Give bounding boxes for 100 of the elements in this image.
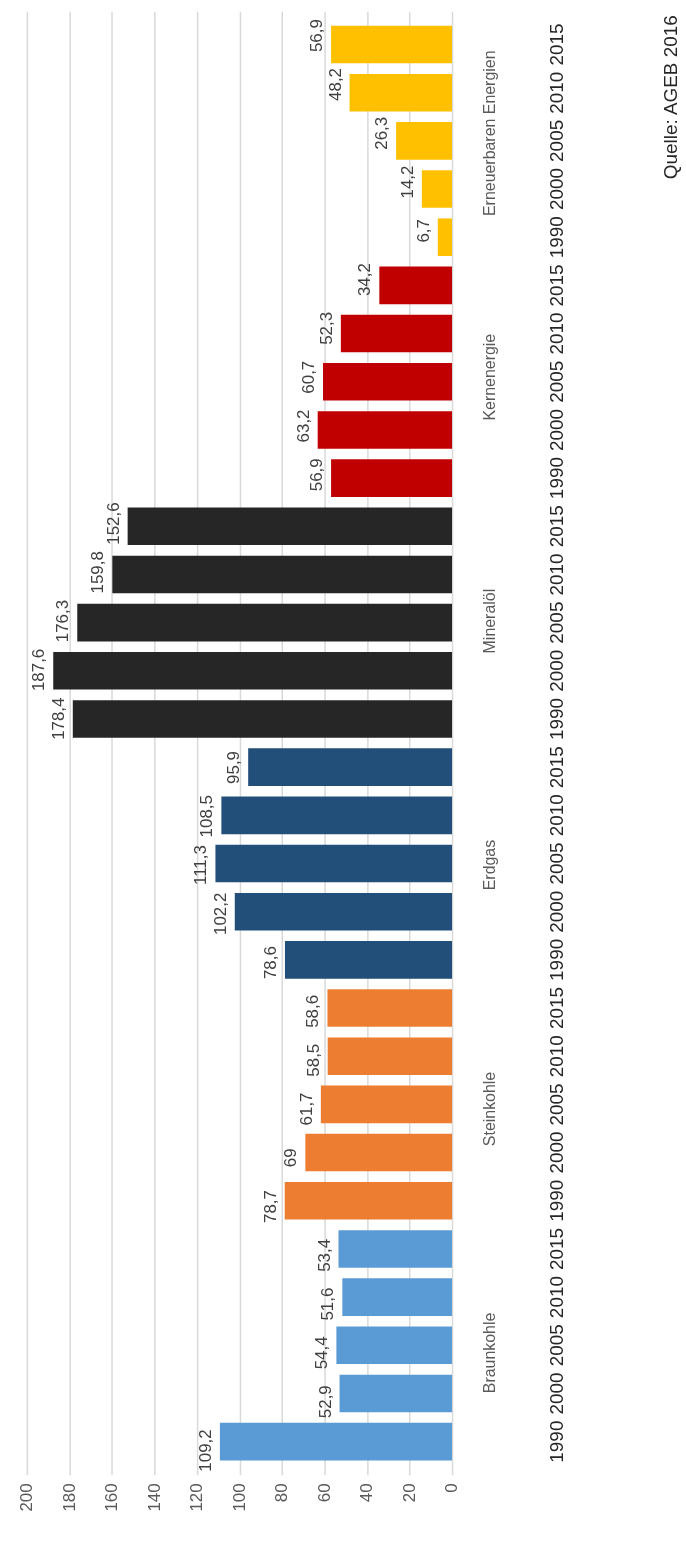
data-label: 58,6 [303, 994, 323, 1028]
bar [379, 266, 453, 305]
y-tick-label: 2010 [546, 794, 568, 837]
data-label: 109,2 [195, 1429, 215, 1472]
bar [322, 362, 453, 401]
data-label: 51,6 [318, 1287, 338, 1321]
data-label: 14,2 [397, 165, 417, 199]
bar [331, 459, 453, 497]
data-label: 108,5 [197, 795, 217, 838]
data-label: 78,7 [260, 1190, 280, 1223]
y-tick-label: 1990 [546, 938, 568, 981]
y-tick-label: 1990 [546, 457, 568, 500]
x-tick-label: 60 [314, 1483, 334, 1503]
data-label: 111,3 [191, 845, 211, 885]
y-tick-label: 2015 [546, 746, 568, 789]
bar [234, 892, 453, 931]
y-tick-label: 2015 [546, 505, 568, 548]
bar [248, 748, 453, 786]
bar [305, 1133, 453, 1172]
bar [327, 1037, 453, 1076]
y-tick-label: 2015 [546, 264, 568, 307]
bar [340, 314, 453, 353]
bar [339, 1374, 453, 1413]
bar [221, 796, 453, 835]
x-tick-label: 180 [59, 1483, 79, 1512]
y-tick-label: 2010 [546, 71, 568, 114]
y-tick-label: 2000 [546, 168, 568, 211]
data-label: 178,4 [48, 697, 68, 740]
bar [421, 170, 453, 208]
bar [331, 25, 453, 64]
data-label: 56,9 [307, 458, 327, 492]
x-tick-label: 100 [229, 1483, 249, 1512]
text: Steinkohle [480, 1071, 498, 1147]
bar [284, 941, 453, 979]
bar [219, 1422, 453, 1461]
data-label: 34,2 [355, 263, 375, 297]
x-tick-label: 80 [272, 1483, 292, 1503]
y-tick-label: 1990 [546, 216, 568, 259]
text: Kernenergie [480, 333, 498, 421]
y-tick-label: 2010 [546, 1035, 568, 1078]
bar [53, 652, 453, 690]
data-label: 152,6 [103, 502, 123, 545]
bar [349, 73, 453, 112]
data-label: 159,8 [88, 551, 108, 594]
y-tick-label: 2010 [546, 1276, 568, 1319]
data-label: 6,7 [413, 219, 433, 243]
x-tick-label: 140 [144, 1483, 164, 1512]
x-tick-label: 40 [357, 1483, 377, 1503]
y-tick-label: 2005 [546, 360, 568, 403]
y-tick-label: 2000 [546, 890, 568, 933]
y-tick-label: 2005 [546, 1083, 568, 1126]
y-tick-label: 1990 [546, 697, 568, 741]
data-label: 95,9 [224, 751, 244, 784]
y-tick-label: 1990 [546, 1420, 568, 1463]
data-label: 56,9 [307, 19, 327, 53]
data-label: 60,7 [299, 360, 319, 394]
y-tick-label: 2010 [546, 553, 568, 596]
x-tick-label: 20 [399, 1483, 419, 1503]
data-label: 102,2 [210, 892, 230, 935]
bar [396, 122, 453, 160]
y-tick-label: 2000 [546, 1372, 568, 1415]
y-tick-label: 2005 [546, 601, 568, 644]
data-label: 78,6 [260, 946, 280, 980]
x-tick-label: 0 [442, 1483, 462, 1493]
data-label: 52,3 [316, 311, 336, 345]
data-label: 63,2 [293, 409, 313, 443]
y-tick-label: 1990 [546, 1179, 568, 1222]
y-tick-label: 2000 [546, 649, 568, 692]
data-label: 69 [281, 1148, 301, 1168]
data-label: 58,5 [303, 1043, 323, 1077]
y-tick-label: 2005 [546, 119, 568, 162]
y-tick-label: 2005 [546, 1324, 568, 1367]
bar [127, 507, 453, 546]
bar [284, 1181, 453, 1220]
x-tick-label: 200 [17, 1483, 37, 1512]
y-tick-label: 2000 [546, 1131, 568, 1174]
source-note: Quelle: AGEB 2016 [660, 15, 682, 180]
y-tick-label: 2015 [546, 23, 568, 66]
y-tick-label: 2015 [546, 987, 568, 1030]
data-label: 187,6 [29, 648, 49, 692]
bar [342, 1278, 453, 1316]
data-label: 26,3 [372, 116, 392, 150]
data-label: 53,4 [314, 1238, 334, 1272]
bar [338, 1230, 453, 1268]
data-label: 52,9 [315, 1385, 335, 1419]
bar [112, 555, 453, 594]
bar [317, 411, 453, 449]
data-label: 176,3 [53, 599, 73, 643]
x-tick-label: 120 [187, 1483, 207, 1512]
bar [437, 218, 453, 257]
data-label: 48,2 [325, 68, 345, 101]
text: Erdgas [480, 839, 498, 891]
bar [327, 989, 453, 1027]
bar [320, 1085, 453, 1124]
bar [336, 1326, 453, 1365]
data-label: 54,4 [312, 1336, 332, 1370]
bar [72, 700, 453, 738]
text: Braunkohle [480, 1312, 498, 1394]
y-tick-label: 2010 [546, 312, 568, 355]
y-tick-label: 2015 [546, 1227, 568, 1270]
